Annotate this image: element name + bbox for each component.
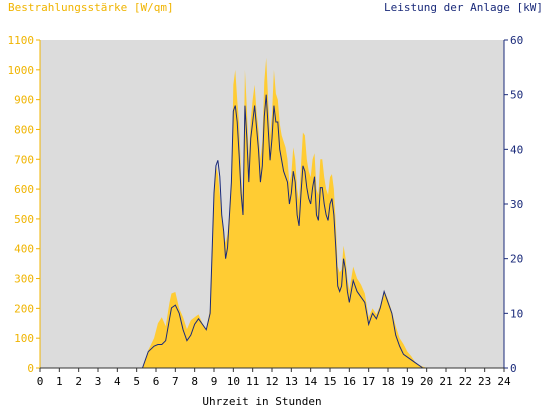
left-tick-label: 500 [14, 213, 34, 226]
x-tick-label: 8 [191, 375, 198, 388]
right-tick-label: 50 [510, 89, 523, 102]
left-tick-label: 400 [14, 243, 34, 256]
x-tick-label: 2 [75, 375, 82, 388]
x-tick-label: 19 [401, 375, 414, 388]
title-right: Leistung der Anlage [kW] [384, 1, 543, 14]
x-tick-label: 7 [172, 375, 179, 388]
x-axis-label: Uhrzeit in Stunden [202, 395, 321, 408]
x-tick-label: 23 [478, 375, 491, 388]
x-tick-label: 3 [95, 375, 102, 388]
title-left: Bestrahlungsstärke [W/qm] [8, 1, 174, 14]
left-tick-label: 300 [14, 273, 34, 286]
left-tick-label: 0 [27, 362, 34, 375]
x-tick-label: 1 [56, 375, 63, 388]
power-line-layer [40, 94, 504, 369]
x-tick-label: 15 [323, 375, 336, 388]
x-tick-label: 12 [265, 375, 278, 388]
irradiance-area [40, 57, 504, 368]
x-tick-label: 20 [420, 375, 433, 388]
left-tick-label: 100 [14, 332, 34, 345]
x-tick-label: 6 [153, 375, 160, 388]
x-ticks: 0 1 2 3 4 5 6 7 8 9 10 11 12 13 14 15 16 17 18 19 20 21 22 23 24 [37, 368, 511, 388]
x-tick-label: 21 [439, 375, 452, 388]
x-tick-label: 24 [497, 375, 511, 388]
x-tick-label: 13 [285, 375, 298, 388]
x-tick-label: 10 [227, 375, 240, 388]
x-tick-label: 5 [133, 375, 140, 388]
right-tick-label: 40 [510, 143, 523, 156]
left-tick-label: 1000 [8, 64, 35, 77]
irradiance-area-layer [40, 57, 504, 368]
right-tick-label: 60 [510, 34, 523, 47]
left-tick-label: 900 [14, 94, 34, 107]
left-tick-label: 800 [14, 123, 34, 136]
right-tick-label: 10 [510, 307, 523, 320]
x-tick-label: 18 [381, 375, 394, 388]
x-tick-label: 16 [343, 375, 356, 388]
left-ticks: 0 100 200 300 400 500 600 700 800 900 1000 1100 [8, 34, 40, 375]
power-line [40, 94, 504, 369]
left-tick-label: 200 [14, 302, 34, 315]
x-tick-label: 14 [304, 375, 318, 388]
left-tick-label: 1100 [8, 34, 35, 47]
x-tick-label: 9 [211, 375, 218, 388]
x-tick-label: 0 [37, 375, 44, 388]
right-tick-label: 30 [510, 198, 523, 211]
right-tick-label: 20 [510, 253, 523, 266]
left-tick-label: 700 [14, 153, 34, 166]
right-tick-label: 0 [510, 362, 517, 375]
left-tick-label: 600 [14, 183, 34, 196]
x-tick-label: 4 [114, 375, 121, 388]
x-tick-label: 11 [246, 375, 259, 388]
x-tick-label: 22 [459, 375, 472, 388]
x-tick-label: 17 [362, 375, 375, 388]
right-ticks: 0 10 20 30 40 50 60 [504, 34, 523, 375]
